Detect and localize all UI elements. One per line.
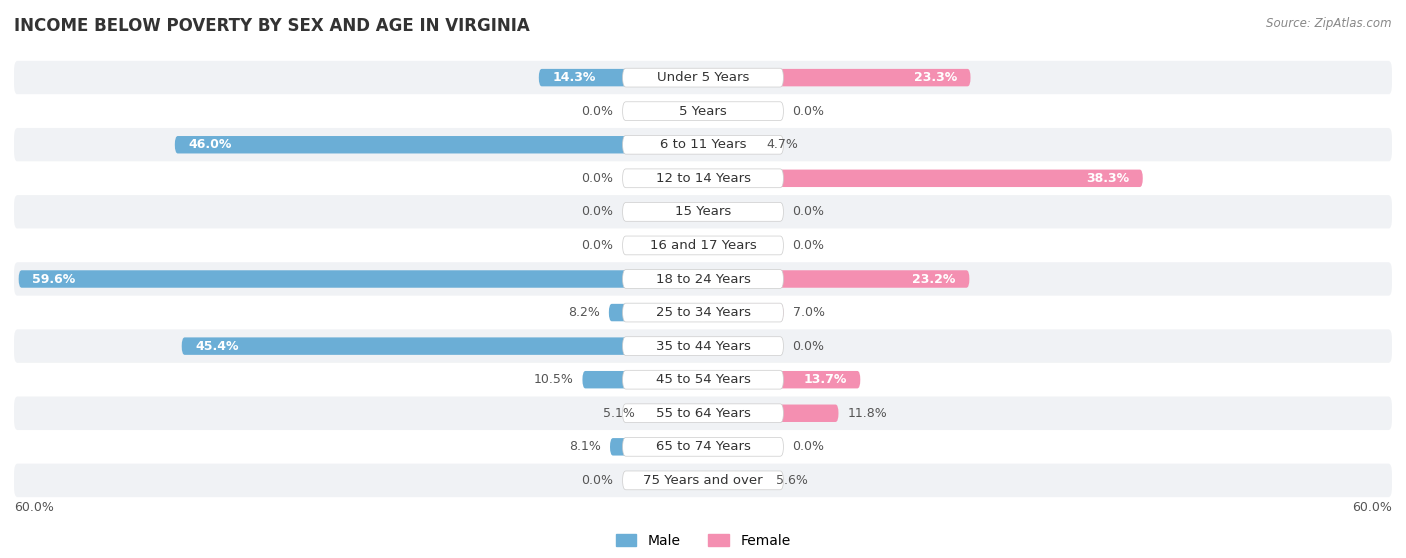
FancyBboxPatch shape xyxy=(538,69,703,86)
FancyBboxPatch shape xyxy=(174,136,703,153)
FancyBboxPatch shape xyxy=(14,296,1392,329)
Text: 25 to 34 Years: 25 to 34 Years xyxy=(655,306,751,319)
FancyBboxPatch shape xyxy=(14,464,1392,497)
FancyBboxPatch shape xyxy=(623,303,783,322)
FancyBboxPatch shape xyxy=(623,102,783,121)
Text: 0.0%: 0.0% xyxy=(582,172,613,185)
FancyBboxPatch shape xyxy=(703,69,970,86)
FancyBboxPatch shape xyxy=(610,438,703,455)
Text: 13.7%: 13.7% xyxy=(803,373,846,386)
FancyBboxPatch shape xyxy=(623,404,783,422)
FancyBboxPatch shape xyxy=(14,329,1392,363)
FancyBboxPatch shape xyxy=(14,161,1392,195)
Text: 0.0%: 0.0% xyxy=(582,205,613,218)
Text: 23.2%: 23.2% xyxy=(912,272,956,286)
FancyBboxPatch shape xyxy=(181,338,703,355)
Text: 0.0%: 0.0% xyxy=(582,474,613,487)
Text: 6 to 11 Years: 6 to 11 Years xyxy=(659,138,747,151)
Text: 45 to 54 Years: 45 to 54 Years xyxy=(655,373,751,386)
Text: 0.0%: 0.0% xyxy=(793,340,824,353)
Text: 18 to 24 Years: 18 to 24 Years xyxy=(655,272,751,286)
Text: 60.0%: 60.0% xyxy=(1353,501,1392,514)
FancyBboxPatch shape xyxy=(623,236,783,255)
FancyBboxPatch shape xyxy=(623,437,783,456)
Text: 7.0%: 7.0% xyxy=(793,306,824,319)
FancyBboxPatch shape xyxy=(623,270,783,288)
FancyBboxPatch shape xyxy=(14,61,1392,94)
Text: 11.8%: 11.8% xyxy=(848,407,887,420)
Text: Under 5 Years: Under 5 Years xyxy=(657,71,749,84)
Text: 8.1%: 8.1% xyxy=(569,440,600,453)
Text: 55 to 64 Years: 55 to 64 Years xyxy=(655,407,751,420)
Legend: Male, Female: Male, Female xyxy=(610,528,796,554)
Text: 59.6%: 59.6% xyxy=(32,272,76,286)
FancyBboxPatch shape xyxy=(703,472,768,489)
Text: 0.0%: 0.0% xyxy=(793,205,824,218)
FancyBboxPatch shape xyxy=(14,397,1392,430)
Text: 0.0%: 0.0% xyxy=(582,239,613,252)
FancyBboxPatch shape xyxy=(623,336,783,355)
FancyBboxPatch shape xyxy=(703,304,783,321)
FancyBboxPatch shape xyxy=(644,405,703,422)
Text: 75 Years and over: 75 Years and over xyxy=(643,474,763,487)
FancyBboxPatch shape xyxy=(14,94,1392,128)
Text: 46.0%: 46.0% xyxy=(188,138,232,151)
FancyBboxPatch shape xyxy=(703,405,838,422)
Text: 38.3%: 38.3% xyxy=(1085,172,1129,185)
FancyBboxPatch shape xyxy=(623,136,783,154)
FancyBboxPatch shape xyxy=(623,203,783,222)
Text: 5 Years: 5 Years xyxy=(679,105,727,118)
FancyBboxPatch shape xyxy=(703,270,969,288)
FancyBboxPatch shape xyxy=(18,270,703,288)
Text: 8.2%: 8.2% xyxy=(568,306,599,319)
Text: 65 to 74 Years: 65 to 74 Years xyxy=(655,440,751,453)
Text: 12 to 14 Years: 12 to 14 Years xyxy=(655,172,751,185)
FancyBboxPatch shape xyxy=(582,371,703,388)
FancyBboxPatch shape xyxy=(623,371,783,389)
FancyBboxPatch shape xyxy=(703,170,1143,187)
Text: 0.0%: 0.0% xyxy=(793,440,824,453)
Text: 0.0%: 0.0% xyxy=(582,105,613,118)
Text: 14.3%: 14.3% xyxy=(553,71,596,84)
Text: INCOME BELOW POVERTY BY SEX AND AGE IN VIRGINIA: INCOME BELOW POVERTY BY SEX AND AGE IN V… xyxy=(14,17,530,35)
FancyBboxPatch shape xyxy=(14,430,1392,464)
Text: Source: ZipAtlas.com: Source: ZipAtlas.com xyxy=(1267,17,1392,30)
FancyBboxPatch shape xyxy=(703,136,756,153)
Text: 0.0%: 0.0% xyxy=(793,239,824,252)
Text: 15 Years: 15 Years xyxy=(675,205,731,218)
Text: 5.6%: 5.6% xyxy=(776,474,808,487)
Text: 5.1%: 5.1% xyxy=(603,407,636,420)
Text: 10.5%: 10.5% xyxy=(533,373,574,386)
FancyBboxPatch shape xyxy=(14,195,1392,229)
Text: 60.0%: 60.0% xyxy=(14,501,53,514)
FancyBboxPatch shape xyxy=(14,363,1392,397)
Text: 35 to 44 Years: 35 to 44 Years xyxy=(655,340,751,353)
FancyBboxPatch shape xyxy=(609,304,703,321)
FancyBboxPatch shape xyxy=(14,262,1392,296)
FancyBboxPatch shape xyxy=(623,169,783,187)
FancyBboxPatch shape xyxy=(703,371,860,388)
FancyBboxPatch shape xyxy=(623,471,783,490)
Text: 4.7%: 4.7% xyxy=(766,138,799,151)
FancyBboxPatch shape xyxy=(14,229,1392,262)
Text: 16 and 17 Years: 16 and 17 Years xyxy=(650,239,756,252)
Text: 45.4%: 45.4% xyxy=(195,340,239,353)
FancyBboxPatch shape xyxy=(623,68,783,87)
Text: 23.3%: 23.3% xyxy=(914,71,956,84)
Text: 0.0%: 0.0% xyxy=(793,105,824,118)
FancyBboxPatch shape xyxy=(14,128,1392,161)
